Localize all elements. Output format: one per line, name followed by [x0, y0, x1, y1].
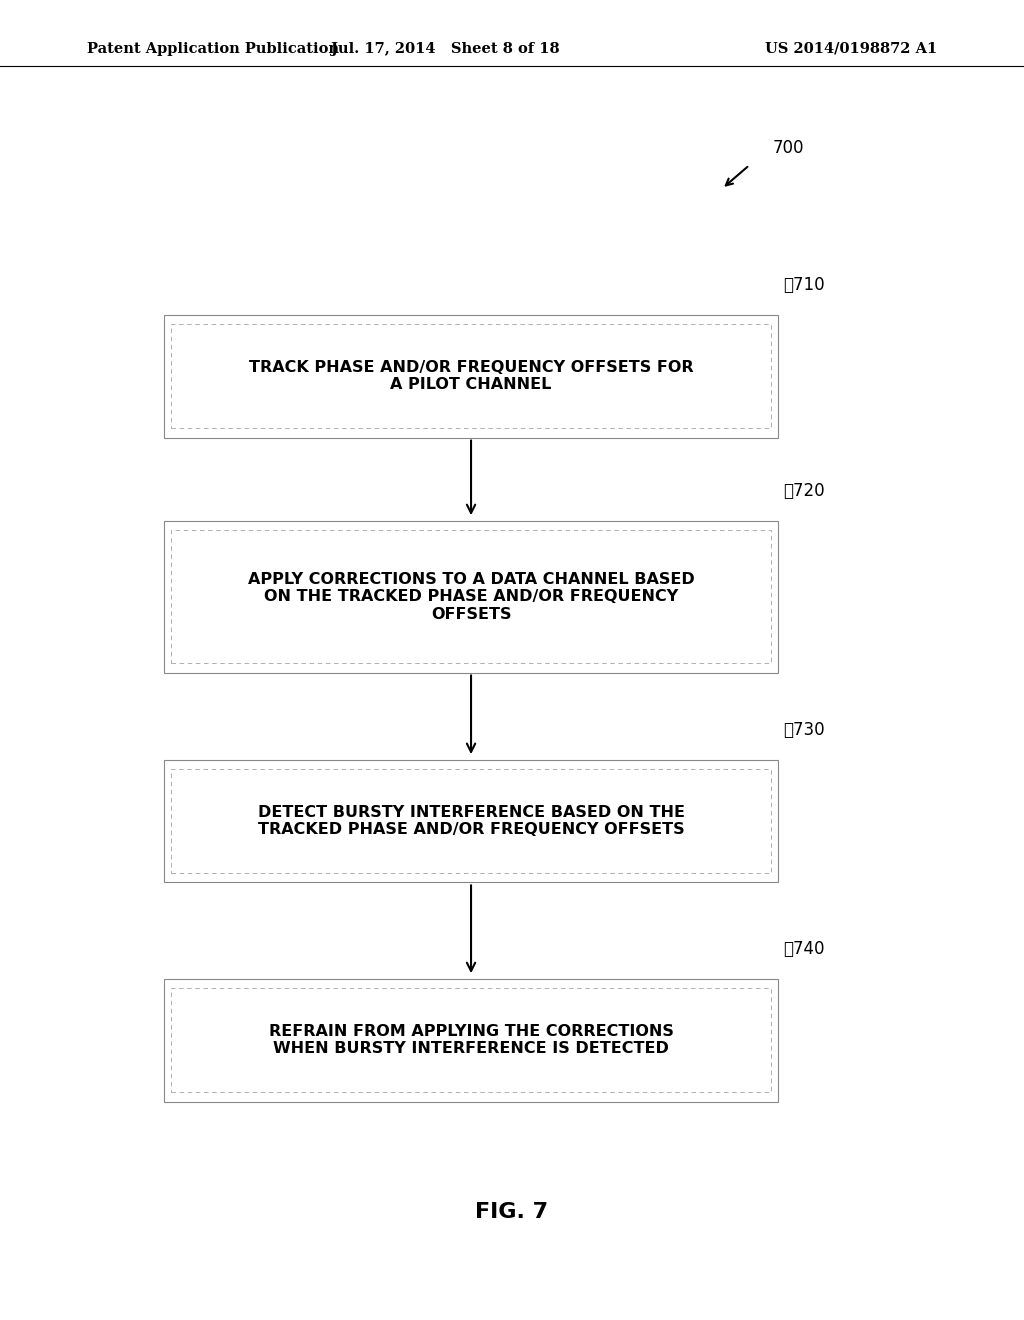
- Text: ⌒740: ⌒740: [783, 940, 825, 958]
- Text: Jul. 17, 2014   Sheet 8 of 18: Jul. 17, 2014 Sheet 8 of 18: [331, 42, 560, 55]
- Text: FIG. 7: FIG. 7: [475, 1201, 549, 1222]
- Text: ⌒720: ⌒720: [783, 482, 825, 499]
- Text: REFRAIN FROM APPLYING THE CORRECTIONS
WHEN BURSTY INTERFERENCE IS DETECTED: REFRAIN FROM APPLYING THE CORRECTIONS WH…: [268, 1024, 674, 1056]
- Text: ⌒710: ⌒710: [783, 276, 825, 294]
- Text: 700: 700: [773, 139, 805, 157]
- Text: APPLY CORRECTIONS TO A DATA CHANNEL BASED
ON THE TRACKED PHASE AND/OR FREQUENCY
: APPLY CORRECTIONS TO A DATA CHANNEL BASE…: [248, 572, 694, 622]
- Text: DETECT BURSTY INTERFERENCE BASED ON THE
TRACKED PHASE AND/OR FREQUENCY OFFSETS: DETECT BURSTY INTERFERENCE BASED ON THE …: [258, 805, 684, 837]
- Bar: [171, 987, 771, 1093]
- Bar: [164, 520, 778, 672]
- Text: US 2014/0198872 A1: US 2014/0198872 A1: [765, 42, 937, 55]
- Text: ⌒730: ⌒730: [783, 721, 825, 739]
- Bar: [164, 315, 778, 438]
- Bar: [164, 759, 778, 882]
- Text: Patent Application Publication: Patent Application Publication: [87, 42, 339, 55]
- Bar: [171, 325, 771, 428]
- Bar: [171, 768, 771, 874]
- Text: TRACK PHASE AND/OR FREQUENCY OFFSETS FOR
A PILOT CHANNEL: TRACK PHASE AND/OR FREQUENCY OFFSETS FOR…: [249, 360, 693, 392]
- Bar: [171, 529, 771, 663]
- Bar: [164, 979, 778, 1101]
